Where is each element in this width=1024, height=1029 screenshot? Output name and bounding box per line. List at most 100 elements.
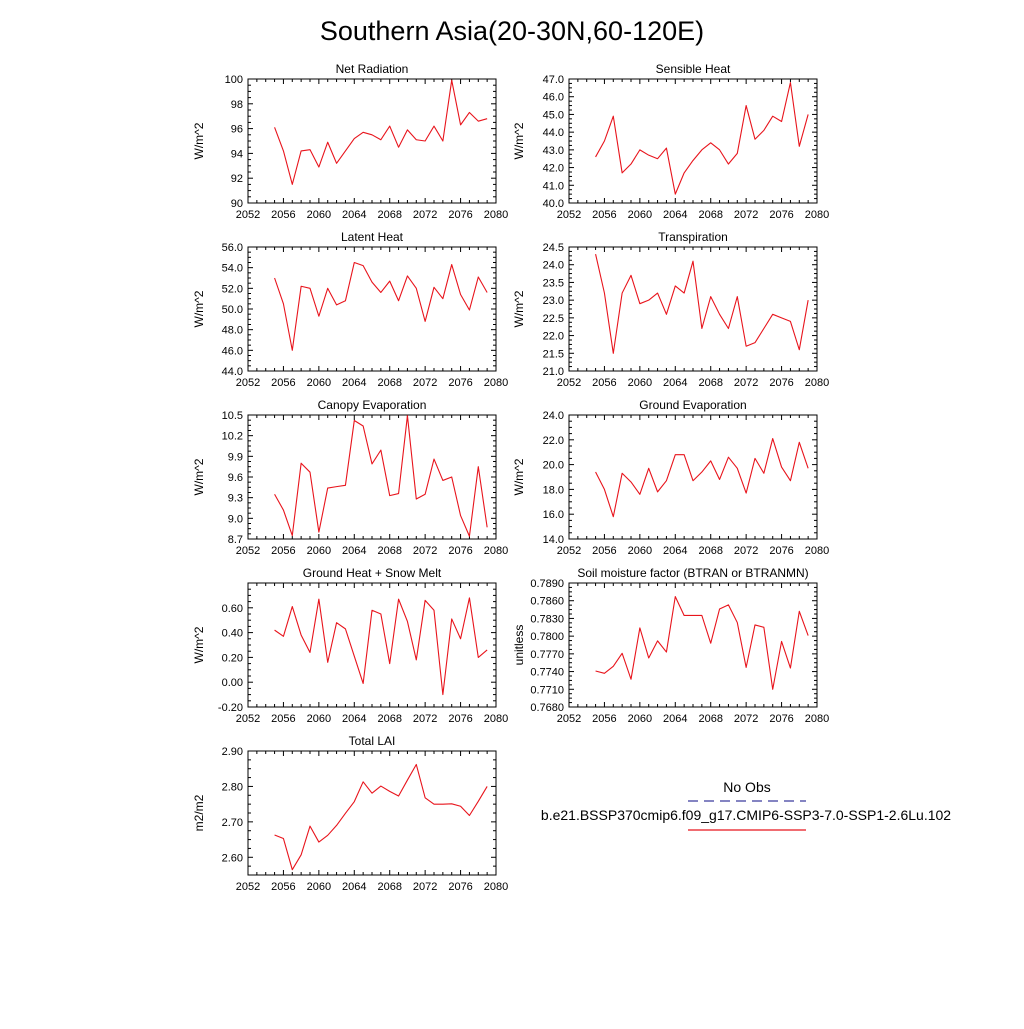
x-tick-label: 2072 <box>734 377 758 389</box>
y-tick-label: 24.5 <box>543 242 564 254</box>
y-tick-label: 98 <box>231 99 243 111</box>
x-tick-label: 2080 <box>805 713 829 725</box>
x-tick-label: 2056 <box>592 713 616 725</box>
y-tick-label: 48.0 <box>222 325 243 337</box>
x-tick-label: 2064 <box>342 713 366 725</box>
y-tick-label: 0.7800 <box>530 631 564 643</box>
plot-frame <box>247 582 497 708</box>
chart-panel-7: 2052 2056 2060 2064 2068 2072 2076 2080 -0.20 0.0… <box>192 566 508 725</box>
y-tick-label: 0.7740 <box>530 667 564 679</box>
x-tick-label: 2068 <box>698 209 722 221</box>
x-tick-label: 2080 <box>484 377 508 389</box>
y-tick-label: 0.7770 <box>530 649 564 661</box>
y-axis-label: W/m^2 <box>192 122 206 159</box>
y-tick-label: 50.0 <box>222 304 243 316</box>
x-tick-label: 2064 <box>342 881 366 893</box>
x-tick-label: 2076 <box>448 545 472 557</box>
chart-panel-3: 2052 2056 2060 2064 2068 2072 2076 2080 44.0 46.0… <box>192 230 508 389</box>
plot-frame <box>568 246 818 372</box>
y-tick-label: 22.0 <box>543 331 564 343</box>
x-tick-label: 2064 <box>342 209 366 221</box>
chart-panel-8: 2052 2056 2060 2064 2068 2072 2076 2080 0.7680 0.… <box>512 566 829 725</box>
y-tick-label: 23.0 <box>543 295 564 307</box>
y-tick-label: 0.20 <box>222 652 243 664</box>
series-line <box>274 597 488 696</box>
x-tick-label: 2052 <box>236 545 260 557</box>
x-tick-label: 2068 <box>377 377 401 389</box>
x-tick-label: 2060 <box>307 377 331 389</box>
x-tick-label: 2064 <box>342 377 366 389</box>
x-tick-label: 2052 <box>236 377 260 389</box>
y-axis-label: unitless <box>512 625 526 666</box>
x-tick-label: 2064 <box>663 545 687 557</box>
x-tick-label: 2076 <box>448 209 472 221</box>
chart-title: Soil moisture factor (BTRAN or BTRANMN) <box>577 566 808 580</box>
chart-title: Total LAI <box>349 734 396 748</box>
y-tick-label: 100 <box>225 74 243 86</box>
x-tick-label: 2072 <box>413 713 437 725</box>
y-tick-label: 22.0 <box>543 435 564 447</box>
chart-title: Latent Heat <box>341 230 404 244</box>
y-tick-label: 0.00 <box>222 677 243 689</box>
x-tick-label: 2068 <box>377 209 401 221</box>
chart-title: Net Radiation <box>336 62 409 76</box>
x-tick-label: 2072 <box>413 377 437 389</box>
x-tick-label: 2060 <box>307 713 331 725</box>
y-tick-label: 0.7890 <box>530 578 564 590</box>
x-tick-label: 2076 <box>769 545 793 557</box>
x-tick-label: 2060 <box>628 545 652 557</box>
x-tick-label: 2076 <box>769 209 793 221</box>
y-tick-label: 47.0 <box>543 74 564 86</box>
y-tick-label: 21.5 <box>543 348 564 360</box>
y-tick-label: 24.0 <box>543 410 564 422</box>
y-tick-label: 44.0 <box>543 127 564 139</box>
x-tick-label: 2076 <box>769 377 793 389</box>
x-tick-label: 2068 <box>698 545 722 557</box>
y-tick-label: 9.0 <box>228 513 243 525</box>
y-tick-label: 0.7710 <box>530 684 564 696</box>
y-tick-label: 56.0 <box>222 242 243 254</box>
y-tick-label: 44.0 <box>222 366 243 378</box>
x-tick-label: 2056 <box>271 377 295 389</box>
series-line <box>274 261 488 351</box>
series-line <box>595 81 809 195</box>
y-axis-label: W/m^2 <box>192 626 206 663</box>
y-tick-label: 2.90 <box>222 746 243 758</box>
chart-panel-1: 2052 2056 2060 2064 2068 2072 2076 2080 90 92 94 96… <box>192 62 508 221</box>
y-tick-label: 45.0 <box>543 109 564 121</box>
y-tick-label: 2.80 <box>222 781 243 793</box>
x-tick-label: 2080 <box>484 209 508 221</box>
series-line <box>595 253 809 354</box>
y-tick-label: 0.7830 <box>530 613 564 625</box>
y-tick-label: 9.9 <box>228 451 243 463</box>
y-tick-label: 22.5 <box>543 313 564 325</box>
x-tick-label: 2068 <box>377 545 401 557</box>
x-tick-label: 2080 <box>805 377 829 389</box>
y-tick-label: 46.0 <box>543 92 564 104</box>
y-tick-label: 41.0 <box>543 180 564 192</box>
y-tick-label: 20.0 <box>543 460 564 472</box>
x-tick-label: 2056 <box>592 209 616 221</box>
chart-panel-9: 2052 2056 2060 2064 2068 2072 2076 2080 2.60 2.70… <box>192 734 508 893</box>
legend-obs-label: No Obs <box>723 779 770 795</box>
y-tick-label: 2.60 <box>222 852 243 864</box>
x-tick-label: 2056 <box>271 881 295 893</box>
x-tick-label: 2052 <box>557 545 581 557</box>
y-axis-label: W/m^2 <box>512 122 526 159</box>
x-tick-label: 2072 <box>734 209 758 221</box>
y-tick-label: 54.0 <box>222 263 243 275</box>
series-line <box>274 415 488 537</box>
x-tick-label: 2068 <box>698 713 722 725</box>
chart-title: Ground Evaporation <box>639 398 746 412</box>
x-tick-label: 2076 <box>448 713 472 725</box>
x-tick-label: 2060 <box>628 209 652 221</box>
y-tick-label: 9.6 <box>228 472 243 484</box>
y-tick-label: 43.0 <box>543 145 564 157</box>
x-tick-label: 2056 <box>271 209 295 221</box>
x-tick-label: 2072 <box>734 713 758 725</box>
y-tick-label: 96 <box>231 124 243 136</box>
panels: 2052 2056 2060 2064 2068 2072 2076 2080 90 92 94 96… <box>192 62 829 893</box>
plot-frame <box>247 414 497 540</box>
